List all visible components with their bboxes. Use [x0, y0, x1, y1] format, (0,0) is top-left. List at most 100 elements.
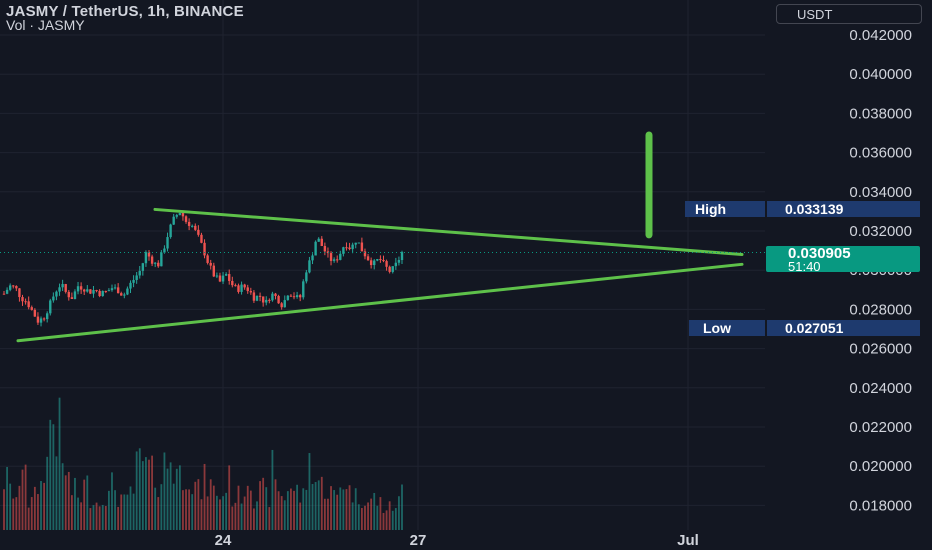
volume-bar: [212, 485, 215, 530]
candle-body: [326, 251, 330, 254]
volume-bar: [237, 485, 240, 530]
candle-body: [144, 252, 148, 264]
candle-body: [255, 295, 259, 301]
price-tick-label: 0.024000: [849, 380, 912, 397]
volume-bar: [120, 494, 123, 530]
low-label-value: 0.027051: [767, 320, 920, 336]
candle-body: [268, 299, 271, 301]
symbol-title[interactable]: JASMY / TetherUS, 1h, BINANCE: [6, 3, 244, 20]
price-tick-label: 0.040000: [849, 66, 912, 83]
candle-body: [388, 266, 391, 272]
volume-bar: [188, 489, 191, 530]
volume-bar: [348, 485, 351, 530]
low-label-name: Low: [689, 320, 765, 336]
candle-body: [110, 288, 114, 291]
candle-body: [187, 221, 191, 226]
time-tick-label: 24: [215, 532, 232, 549]
candle-body: [138, 270, 141, 276]
candle-body: [42, 318, 46, 320]
candle-body: [200, 234, 203, 243]
volume-bar: [311, 483, 314, 530]
price-tick-label: 0.042000: [849, 27, 912, 44]
candle-body: [261, 296, 265, 303]
currency-selector[interactable]: USDT: [776, 4, 922, 24]
volume-bar: [148, 459, 150, 530]
candle-body: [2, 293, 6, 295]
candle-body: [86, 289, 89, 292]
candle-body: [79, 286, 83, 290]
candle-body: [231, 280, 234, 286]
volume-bar: [83, 479, 86, 530]
upper-trendline: [153, 207, 744, 257]
candle-body: [24, 301, 27, 303]
volume-bar: [367, 502, 369, 530]
volume-bar: [77, 497, 79, 530]
candle-body: [218, 275, 222, 282]
volume-bar: [323, 498, 326, 530]
price-tick-label: 0.032000: [849, 223, 912, 240]
candle-body: [52, 296, 55, 301]
candle-body: [357, 242, 361, 244]
price-tick-label: 0.028000: [849, 301, 912, 318]
candle-body: [33, 309, 37, 317]
candle-body: [394, 262, 398, 267]
candle-body: [178, 212, 182, 216]
volume-bar: [104, 505, 107, 530]
volume-bar: [30, 497, 33, 530]
volume-bar: [290, 488, 292, 530]
candle-body: [27, 301, 30, 308]
candle-body: [89, 289, 92, 294]
candle-body: [224, 274, 228, 276]
price-tick-label: 0.034000: [849, 184, 912, 201]
time-tick-label: 27: [410, 532, 427, 549]
candle-body: [342, 247, 345, 254]
volume-bar: [222, 496, 224, 530]
candle-body: [15, 286, 18, 289]
volume-bar: [225, 492, 228, 530]
price-tick-label: 0.020000: [849, 458, 912, 475]
volume-bar: [203, 463, 206, 530]
candle-body: [400, 252, 404, 261]
candle-body: [49, 300, 52, 314]
candle-body: [265, 299, 268, 303]
volume-bar: [111, 472, 113, 530]
candle-body: [376, 259, 379, 261]
volume-bar: [200, 499, 203, 530]
candlestick-series: [2, 210, 404, 327]
volume-bar: [86, 475, 89, 530]
volume-bar: [253, 508, 255, 530]
volume-bar: [360, 508, 363, 530]
volume-bar: [401, 484, 403, 530]
candle-body: [39, 318, 43, 323]
volume-bar: [107, 490, 110, 530]
volume-bar: [370, 498, 373, 530]
volume-bar: [240, 503, 243, 530]
candle-body: [336, 259, 339, 261]
volume-legend[interactable]: Vol · JASMY: [6, 17, 85, 33]
volume-bar: [345, 489, 348, 530]
volume-bar: [160, 484, 163, 530]
volume-bar: [24, 464, 27, 530]
volume-bar: [175, 468, 178, 530]
volume-bar: [182, 490, 184, 530]
volume-bar: [49, 419, 52, 530]
candle-body: [18, 288, 21, 298]
volume-bar: [40, 481, 42, 530]
volume-bar: [80, 502, 83, 530]
volume-bar: [151, 455, 153, 530]
candle-body: [113, 287, 117, 289]
price-tick-label: 0.038000: [849, 105, 912, 122]
volume-bar: [114, 490, 116, 530]
volume-bar: [43, 482, 46, 530]
volume-bar: [178, 465, 181, 530]
volume-bar: [141, 461, 144, 530]
candle-body: [30, 307, 33, 310]
volume-bar: [67, 471, 70, 530]
volume-bar: [163, 452, 166, 530]
candle-body: [228, 274, 231, 281]
candle-body: [379, 259, 382, 261]
price-tick-label: 0.026000: [849, 341, 912, 358]
volume-bar: [98, 506, 101, 530]
volume-bar: [354, 488, 357, 530]
